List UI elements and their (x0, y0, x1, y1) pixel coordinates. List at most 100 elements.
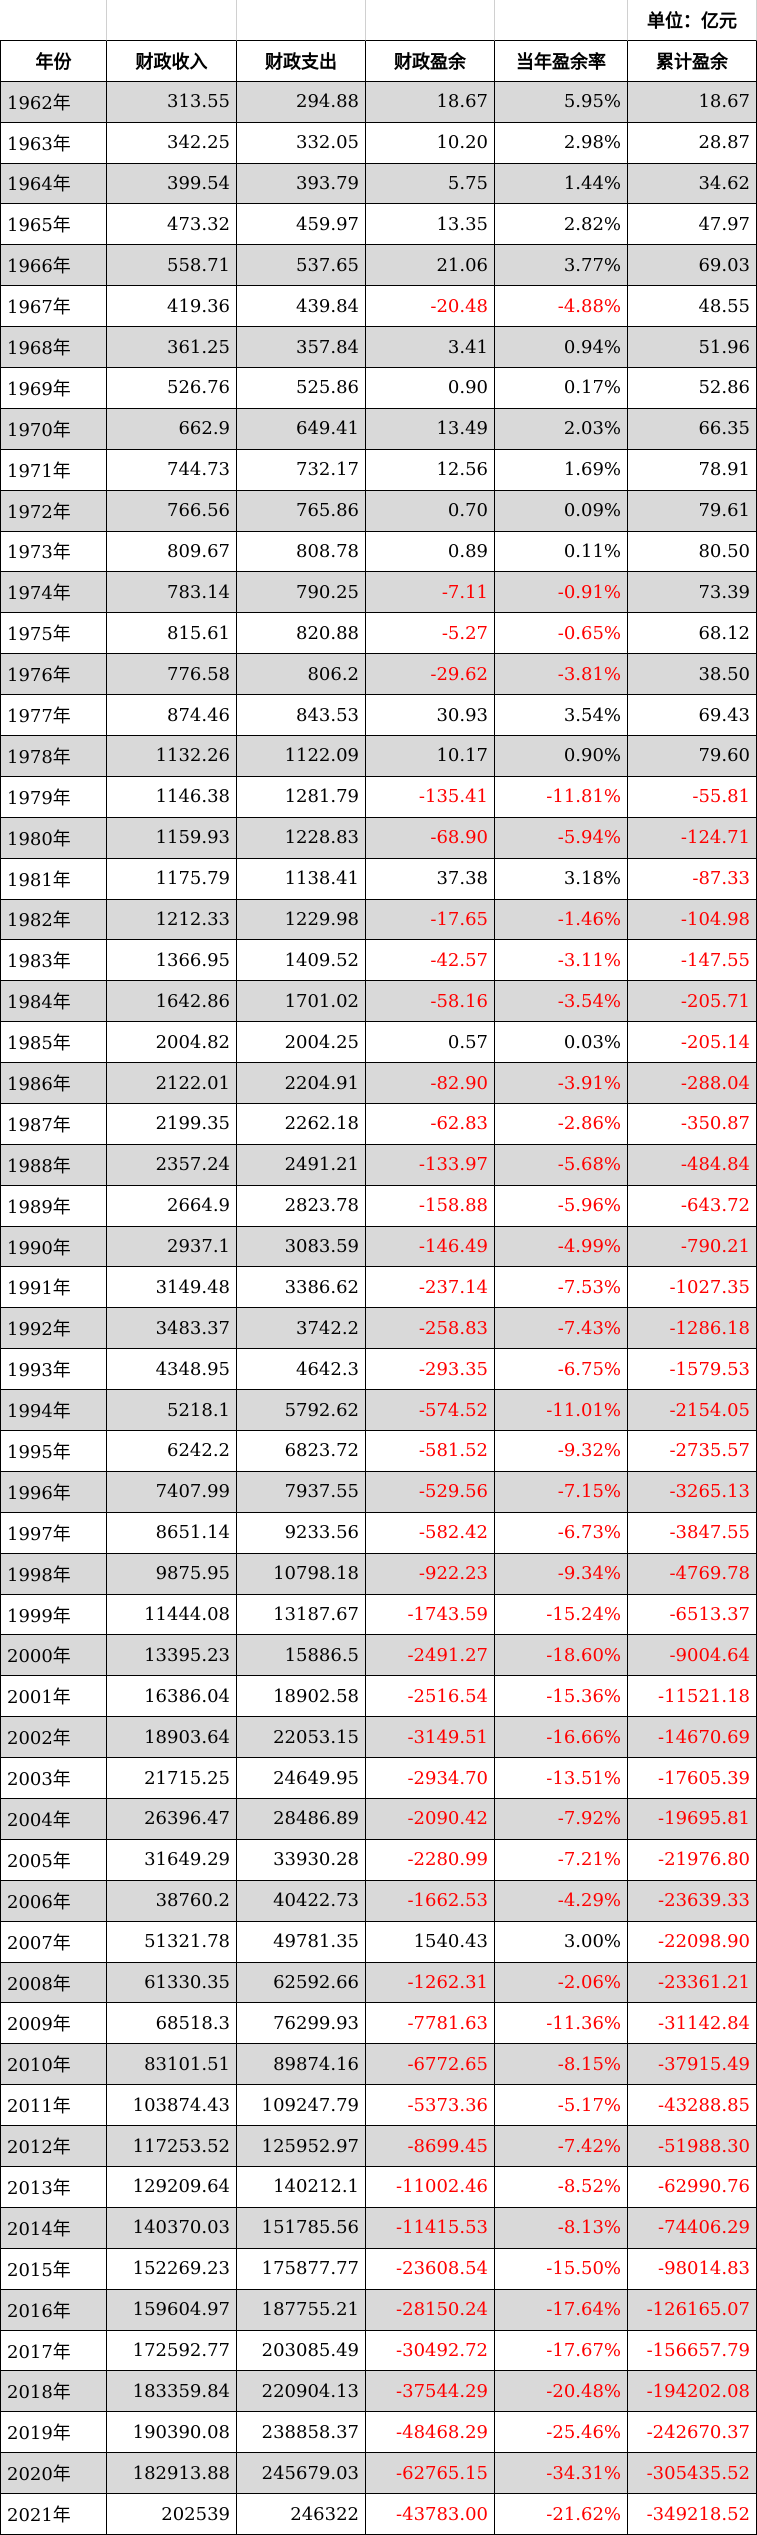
column-header: 财政盈余 (366, 40, 495, 82)
year-cell: 1982年 (0, 899, 107, 941)
year-cell: 1986年 (0, 1063, 107, 1104)
value-cell: -8.13% (495, 2207, 628, 2249)
value-cell: -18.60% (495, 1635, 628, 1677)
year-cell: 2005年 (0, 1839, 107, 1881)
value-cell: -305435.52 (628, 2453, 757, 2495)
value-cell: -14670.69 (628, 1717, 757, 1759)
value-cell: -22098.90 (628, 1921, 757, 1963)
value-cell: 1122.09 (237, 735, 366, 777)
value-cell: 24649.95 (237, 1758, 366, 1800)
value-cell: 13.49 (366, 408, 495, 450)
value-cell: 5.95% (495, 81, 628, 123)
value-cell: 3149.48 (107, 1267, 237, 1309)
value-cell: 783.14 (107, 572, 237, 614)
value-cell: -29.62 (366, 654, 495, 696)
value-cell: -87.33 (628, 858, 757, 900)
value-cell: -0.65% (495, 613, 628, 655)
value-cell: -581.52 (366, 1431, 495, 1472)
value-cell: -21976.80 (628, 1839, 757, 1881)
year-cell: 2012年 (0, 2126, 107, 2168)
value-cell: -2491.27 (366, 1635, 495, 1677)
value-cell: 1138.41 (237, 858, 366, 900)
value-cell: -104.98 (628, 899, 757, 941)
value-cell: 16386.04 (107, 1676, 237, 1718)
value-cell: 31649.29 (107, 1839, 237, 1881)
year-cell: 1997年 (0, 1512, 107, 1554)
value-cell: 28.87 (628, 122, 757, 164)
value-cell: -258.83 (366, 1308, 495, 1350)
value-cell: 37.38 (366, 858, 495, 900)
value-cell: 558.71 (107, 245, 237, 287)
value-cell: 129209.64 (107, 2167, 237, 2208)
value-cell: 175877.77 (237, 2248, 366, 2290)
value-cell: -582.42 (366, 1512, 495, 1554)
value-cell: 732.17 (237, 449, 366, 491)
value-cell: -15.50% (495, 2248, 628, 2290)
value-cell: 2937.1 (107, 1226, 237, 1268)
year-cell: 1970年 (0, 408, 107, 450)
value-cell: -23639.33 (628, 1880, 757, 1922)
value-cell: -237.14 (366, 1267, 495, 1309)
value-cell: 125952.97 (237, 2126, 366, 2168)
value-cell: -16.66% (495, 1717, 628, 1759)
value-cell: 0.03% (495, 1022, 628, 1064)
value-cell: 38760.2 (107, 1880, 237, 1922)
value-cell: 3.77% (495, 245, 628, 287)
value-cell: 1281.79 (237, 776, 366, 818)
year-cell: 1972年 (0, 490, 107, 532)
value-cell: 3386.62 (237, 1267, 366, 1309)
value-cell: 76299.93 (237, 2003, 366, 2045)
value-cell: -37915.49 (628, 2044, 757, 2086)
value-cell: -3.11% (495, 940, 628, 982)
value-cell: 419.36 (107, 286, 237, 328)
value-cell: 7937.55 (237, 1471, 366, 1513)
value-cell: 1229.98 (237, 899, 366, 941)
value-cell: -7781.63 (366, 2003, 495, 2045)
value-cell: -156657.79 (628, 2330, 757, 2372)
year-cell: 1973年 (0, 531, 107, 573)
year-cell: 1998年 (0, 1553, 107, 1595)
year-cell: 2010年 (0, 2044, 107, 2086)
year-cell: 1971年 (0, 449, 107, 491)
year-cell: 2006年 (0, 1880, 107, 1922)
value-cell: -11.36% (495, 2003, 628, 2045)
value-cell: 89874.16 (237, 2044, 366, 2086)
value-cell: 1228.83 (237, 817, 366, 859)
value-cell: -2154.05 (628, 1390, 757, 1432)
year-cell: 1975年 (0, 613, 107, 655)
year-cell: 2014年 (0, 2207, 107, 2249)
column-header: 财政收入 (107, 40, 237, 82)
value-cell: 15886.5 (237, 1635, 366, 1677)
value-cell: 103874.43 (107, 2085, 237, 2127)
value-cell: -922.23 (366, 1553, 495, 1595)
year-cell: 1993年 (0, 1349, 107, 1391)
year-cell: 1978年 (0, 735, 107, 777)
value-cell: -7.42% (495, 2126, 628, 2168)
value-cell: 744.73 (107, 449, 237, 491)
year-cell: 2018年 (0, 2371, 107, 2413)
year-cell: 2003年 (0, 1758, 107, 1800)
value-cell: 0.11% (495, 531, 628, 573)
value-cell: 4348.95 (107, 1349, 237, 1391)
value-cell: -574.52 (366, 1390, 495, 1432)
value-cell: 2204.91 (237, 1063, 366, 1104)
value-cell: -3.54% (495, 981, 628, 1023)
value-cell: -126165.07 (628, 2289, 757, 2331)
value-cell: -2280.99 (366, 1839, 495, 1881)
value-cell: -55.81 (628, 776, 757, 818)
value-cell: 525.86 (237, 367, 366, 409)
value-cell: 2.98% (495, 122, 628, 164)
value-cell: 2199.35 (107, 1103, 237, 1145)
year-cell: 1965年 (0, 204, 107, 246)
empty-cell (0, 0, 107, 41)
value-cell: 662.9 (107, 408, 237, 450)
value-cell: -205.14 (628, 1022, 757, 1064)
value-cell: -28150.24 (366, 2289, 495, 2331)
value-cell: 22053.15 (237, 1717, 366, 1759)
value-cell: -3.91% (495, 1063, 628, 1104)
value-cell: -7.53% (495, 1267, 628, 1309)
value-cell: -2516.54 (366, 1676, 495, 1718)
value-cell: 5218.1 (107, 1390, 237, 1432)
value-cell: 439.84 (237, 286, 366, 328)
value-cell: -11521.18 (628, 1676, 757, 1718)
